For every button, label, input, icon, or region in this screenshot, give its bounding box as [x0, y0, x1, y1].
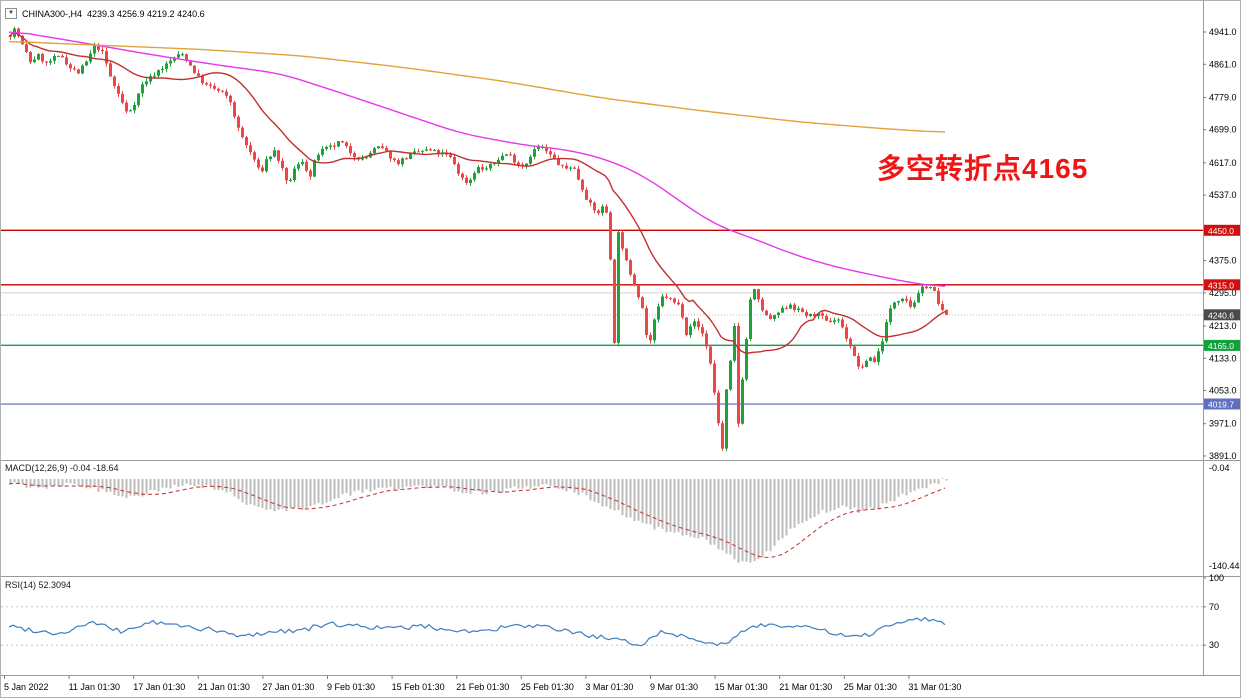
svg-text:4941.0: 4941.0 [1209, 27, 1237, 37]
svg-text:4779.0: 4779.0 [1209, 92, 1237, 102]
macd-indicator-label: MACD(12,26,9) -0.04 -18.64 [5, 463, 119, 473]
svg-text:4861.0: 4861.0 [1209, 59, 1237, 69]
moving-averages-layer [8, 31, 946, 354]
svg-text:4375.0: 4375.0 [1209, 256, 1237, 266]
svg-text:70: 70 [1209, 602, 1219, 612]
svg-text:15 Mar 01:30: 15 Mar 01:30 [715, 682, 768, 692]
svg-text:4537.0: 4537.0 [1209, 190, 1237, 200]
svg-text:4315.0: 4315.0 [1208, 280, 1234, 290]
svg-text:4450.0: 4450.0 [1208, 226, 1234, 236]
svg-text:4165.0: 4165.0 [1208, 341, 1234, 351]
svg-text:21 Mar 01:30: 21 Mar 01:30 [779, 682, 832, 692]
svg-text:4053.0: 4053.0 [1209, 386, 1237, 396]
svg-text:3891.0: 3891.0 [1209, 451, 1237, 461]
svg-text:17 Jan 01:30: 17 Jan 01:30 [133, 682, 185, 692]
svg-text:11 Jan 01:30: 11 Jan 01:30 [69, 682, 120, 692]
svg-text:21 Jan 01:30: 21 Jan 01:30 [198, 682, 250, 692]
symbol-timeframe-label: CHINA300-,H4 [21, 8, 82, 19]
svg-text:25 Feb 01:30: 25 Feb 01:30 [521, 682, 574, 692]
annotation-text: 多空转折点4165 [877, 153, 1089, 184]
svg-text:25 Mar 01:30: 25 Mar 01:30 [844, 682, 897, 692]
svg-text:9 Feb 01:30: 9 Feb 01:30 [327, 682, 375, 692]
svg-text:27 Jan 01:30: 27 Jan 01:30 [262, 682, 314, 692]
svg-text:4617.0: 4617.0 [1209, 158, 1237, 168]
svg-text:4295.0: 4295.0 [1209, 288, 1237, 298]
symbol-info-bar: ▼ CHINA300-,H4 4239.3 4256.9 4219.2 4240… [5, 8, 205, 19]
ohlc-values: 4239.3 4256.9 4219.2 4240.6 [86, 8, 205, 19]
svg-text:4240.6: 4240.6 [1208, 310, 1234, 320]
svg-text:100: 100 [1209, 573, 1224, 583]
svg-text:4699.0: 4699.0 [1209, 125, 1237, 135]
svg-text:4213.0: 4213.0 [1209, 321, 1237, 331]
svg-text:3971.0: 3971.0 [1209, 419, 1237, 429]
svg-text:30: 30 [1209, 640, 1219, 650]
svg-text:31 Mar 01:30: 31 Mar 01:30 [908, 682, 961, 692]
symbol-dropdown-icon[interactable]: ▼ [5, 8, 17, 19]
rsi-panel [1, 606, 1203, 647]
svg-text:15 Feb 01:30: 15 Feb 01:30 [392, 682, 445, 692]
svg-text:21 Feb 01:30: 21 Feb 01:30 [456, 682, 509, 692]
svg-text:-0.04: -0.04 [1209, 463, 1230, 473]
candles-layer[interactable] [9, 26, 948, 452]
horizontal-levels-layer[interactable] [1, 229, 1203, 405]
svg-text:5 Jan 2022: 5 Jan 2022 [4, 682, 49, 692]
macd-panel [8, 478, 948, 563]
grid-layer [1, 292, 1203, 316]
svg-text:3 Mar 01:30: 3 Mar 01:30 [585, 682, 633, 692]
svg-text:4019.7: 4019.7 [1208, 400, 1234, 410]
svg-text:4133.0: 4133.0 [1209, 353, 1237, 363]
svg-text:9 Mar 01:30: 9 Mar 01:30 [650, 682, 698, 692]
rsi-indicator-label: RSI(14) 52.3094 [5, 580, 72, 590]
svg-text:-140.44: -140.44 [1209, 561, 1240, 571]
